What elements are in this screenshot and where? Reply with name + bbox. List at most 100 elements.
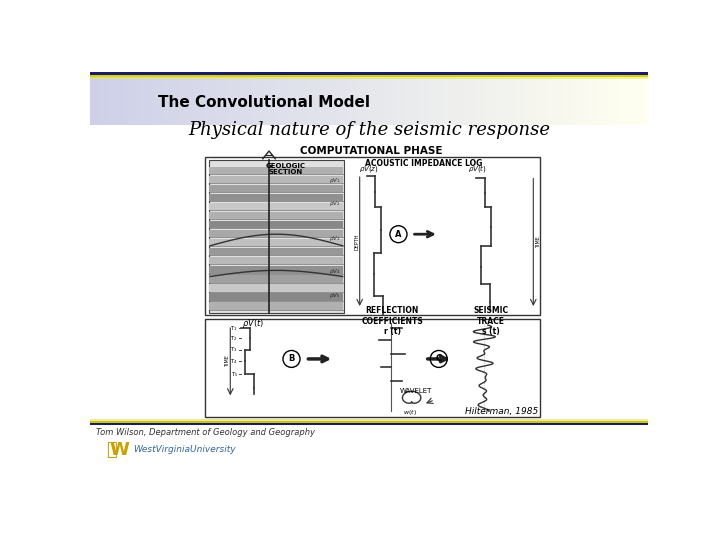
Bar (581, 72, 585, 125)
Bar (483, 72, 487, 125)
Bar (210, 221, 343, 228)
Bar (138, 72, 141, 125)
Bar (243, 72, 247, 125)
Bar (347, 72, 350, 125)
Bar (405, 72, 409, 125)
Bar (623, 72, 626, 125)
Bar (472, 72, 476, 125)
Bar (233, 72, 236, 125)
Bar (210, 248, 343, 255)
Bar (377, 72, 381, 125)
Bar (260, 72, 264, 125)
Bar (570, 72, 573, 125)
Bar (444, 72, 448, 125)
Bar (115, 72, 119, 125)
Bar (392, 72, 395, 125)
Bar (305, 72, 308, 125)
Bar (210, 284, 343, 292)
Bar (637, 72, 640, 125)
Bar (639, 72, 643, 125)
Bar (575, 72, 579, 125)
Bar (238, 72, 241, 125)
Bar (495, 72, 498, 125)
Text: COMPUTATIONAL PHASE: COMPUTATIONAL PHASE (300, 146, 443, 156)
Bar (210, 212, 343, 219)
Bar (99, 72, 102, 125)
Bar (210, 72, 214, 125)
Bar (210, 176, 343, 183)
Bar (163, 72, 166, 125)
Bar (135, 72, 138, 125)
Bar (258, 72, 261, 125)
Bar (240, 72, 244, 125)
Bar (341, 72, 345, 125)
Text: $\rho V_3$: $\rho V_3$ (329, 233, 341, 242)
Bar (271, 72, 275, 125)
Bar (300, 72, 303, 125)
Bar (210, 185, 343, 192)
Bar (617, 72, 621, 125)
Bar (90, 77, 648, 79)
Bar (210, 202, 343, 210)
Bar (166, 72, 169, 125)
Bar (467, 72, 470, 125)
Text: A: A (395, 230, 402, 239)
Bar (333, 72, 336, 125)
Text: TIME: TIME (536, 236, 541, 248)
Bar (307, 72, 311, 125)
Text: C: C (436, 354, 442, 363)
Bar (224, 72, 228, 125)
Bar (531, 72, 534, 125)
Bar (255, 72, 258, 125)
Text: WestVirginiaUniversity: WestVirginiaUniversity (133, 446, 236, 454)
Bar (425, 72, 428, 125)
Bar (101, 72, 104, 125)
Bar (394, 72, 397, 125)
Bar (313, 72, 317, 125)
Bar (277, 72, 281, 125)
Bar (218, 72, 222, 125)
Bar (528, 72, 531, 125)
Bar (109, 72, 113, 125)
Bar (151, 72, 155, 125)
Text: $w(t)$: $w(t)$ (403, 408, 417, 417)
Bar (380, 72, 384, 125)
Bar (629, 72, 632, 125)
Bar (210, 166, 343, 174)
Text: T$_2$: T$_2$ (230, 334, 238, 342)
Text: $\rho V_1$: $\rho V_1$ (329, 176, 341, 185)
Bar (464, 72, 467, 125)
Text: Physical nature of the seismic response: Physical nature of the seismic response (188, 122, 550, 139)
Bar (143, 72, 147, 125)
Bar (559, 72, 562, 125)
Bar (344, 72, 348, 125)
Bar (316, 72, 320, 125)
Text: WAVELET: WAVELET (400, 388, 432, 394)
Bar (606, 72, 610, 125)
Bar (171, 72, 174, 125)
Bar (422, 72, 426, 125)
Bar (145, 72, 149, 125)
Text: T$_3$: T$_3$ (230, 345, 238, 354)
Bar (372, 72, 375, 125)
Bar (431, 72, 434, 125)
Bar (274, 72, 278, 125)
Bar (196, 72, 199, 125)
Bar (210, 275, 343, 282)
Bar (498, 72, 501, 125)
Text: Hilterman, 1985: Hilterman, 1985 (464, 407, 538, 416)
Bar (209, 160, 344, 313)
Bar (294, 72, 297, 125)
Bar (90, 419, 648, 421)
Bar (93, 72, 96, 125)
Text: Tom Wilson, Department of Geology and Geography: Tom Wilson, Department of Geology and Ge… (96, 428, 315, 437)
Bar (461, 72, 464, 125)
Bar (249, 72, 253, 125)
Bar (598, 72, 601, 125)
Bar (90, 75, 648, 77)
Bar (302, 72, 305, 125)
Bar (269, 72, 272, 125)
Bar (291, 72, 294, 125)
Bar (327, 72, 330, 125)
Bar (389, 72, 392, 125)
